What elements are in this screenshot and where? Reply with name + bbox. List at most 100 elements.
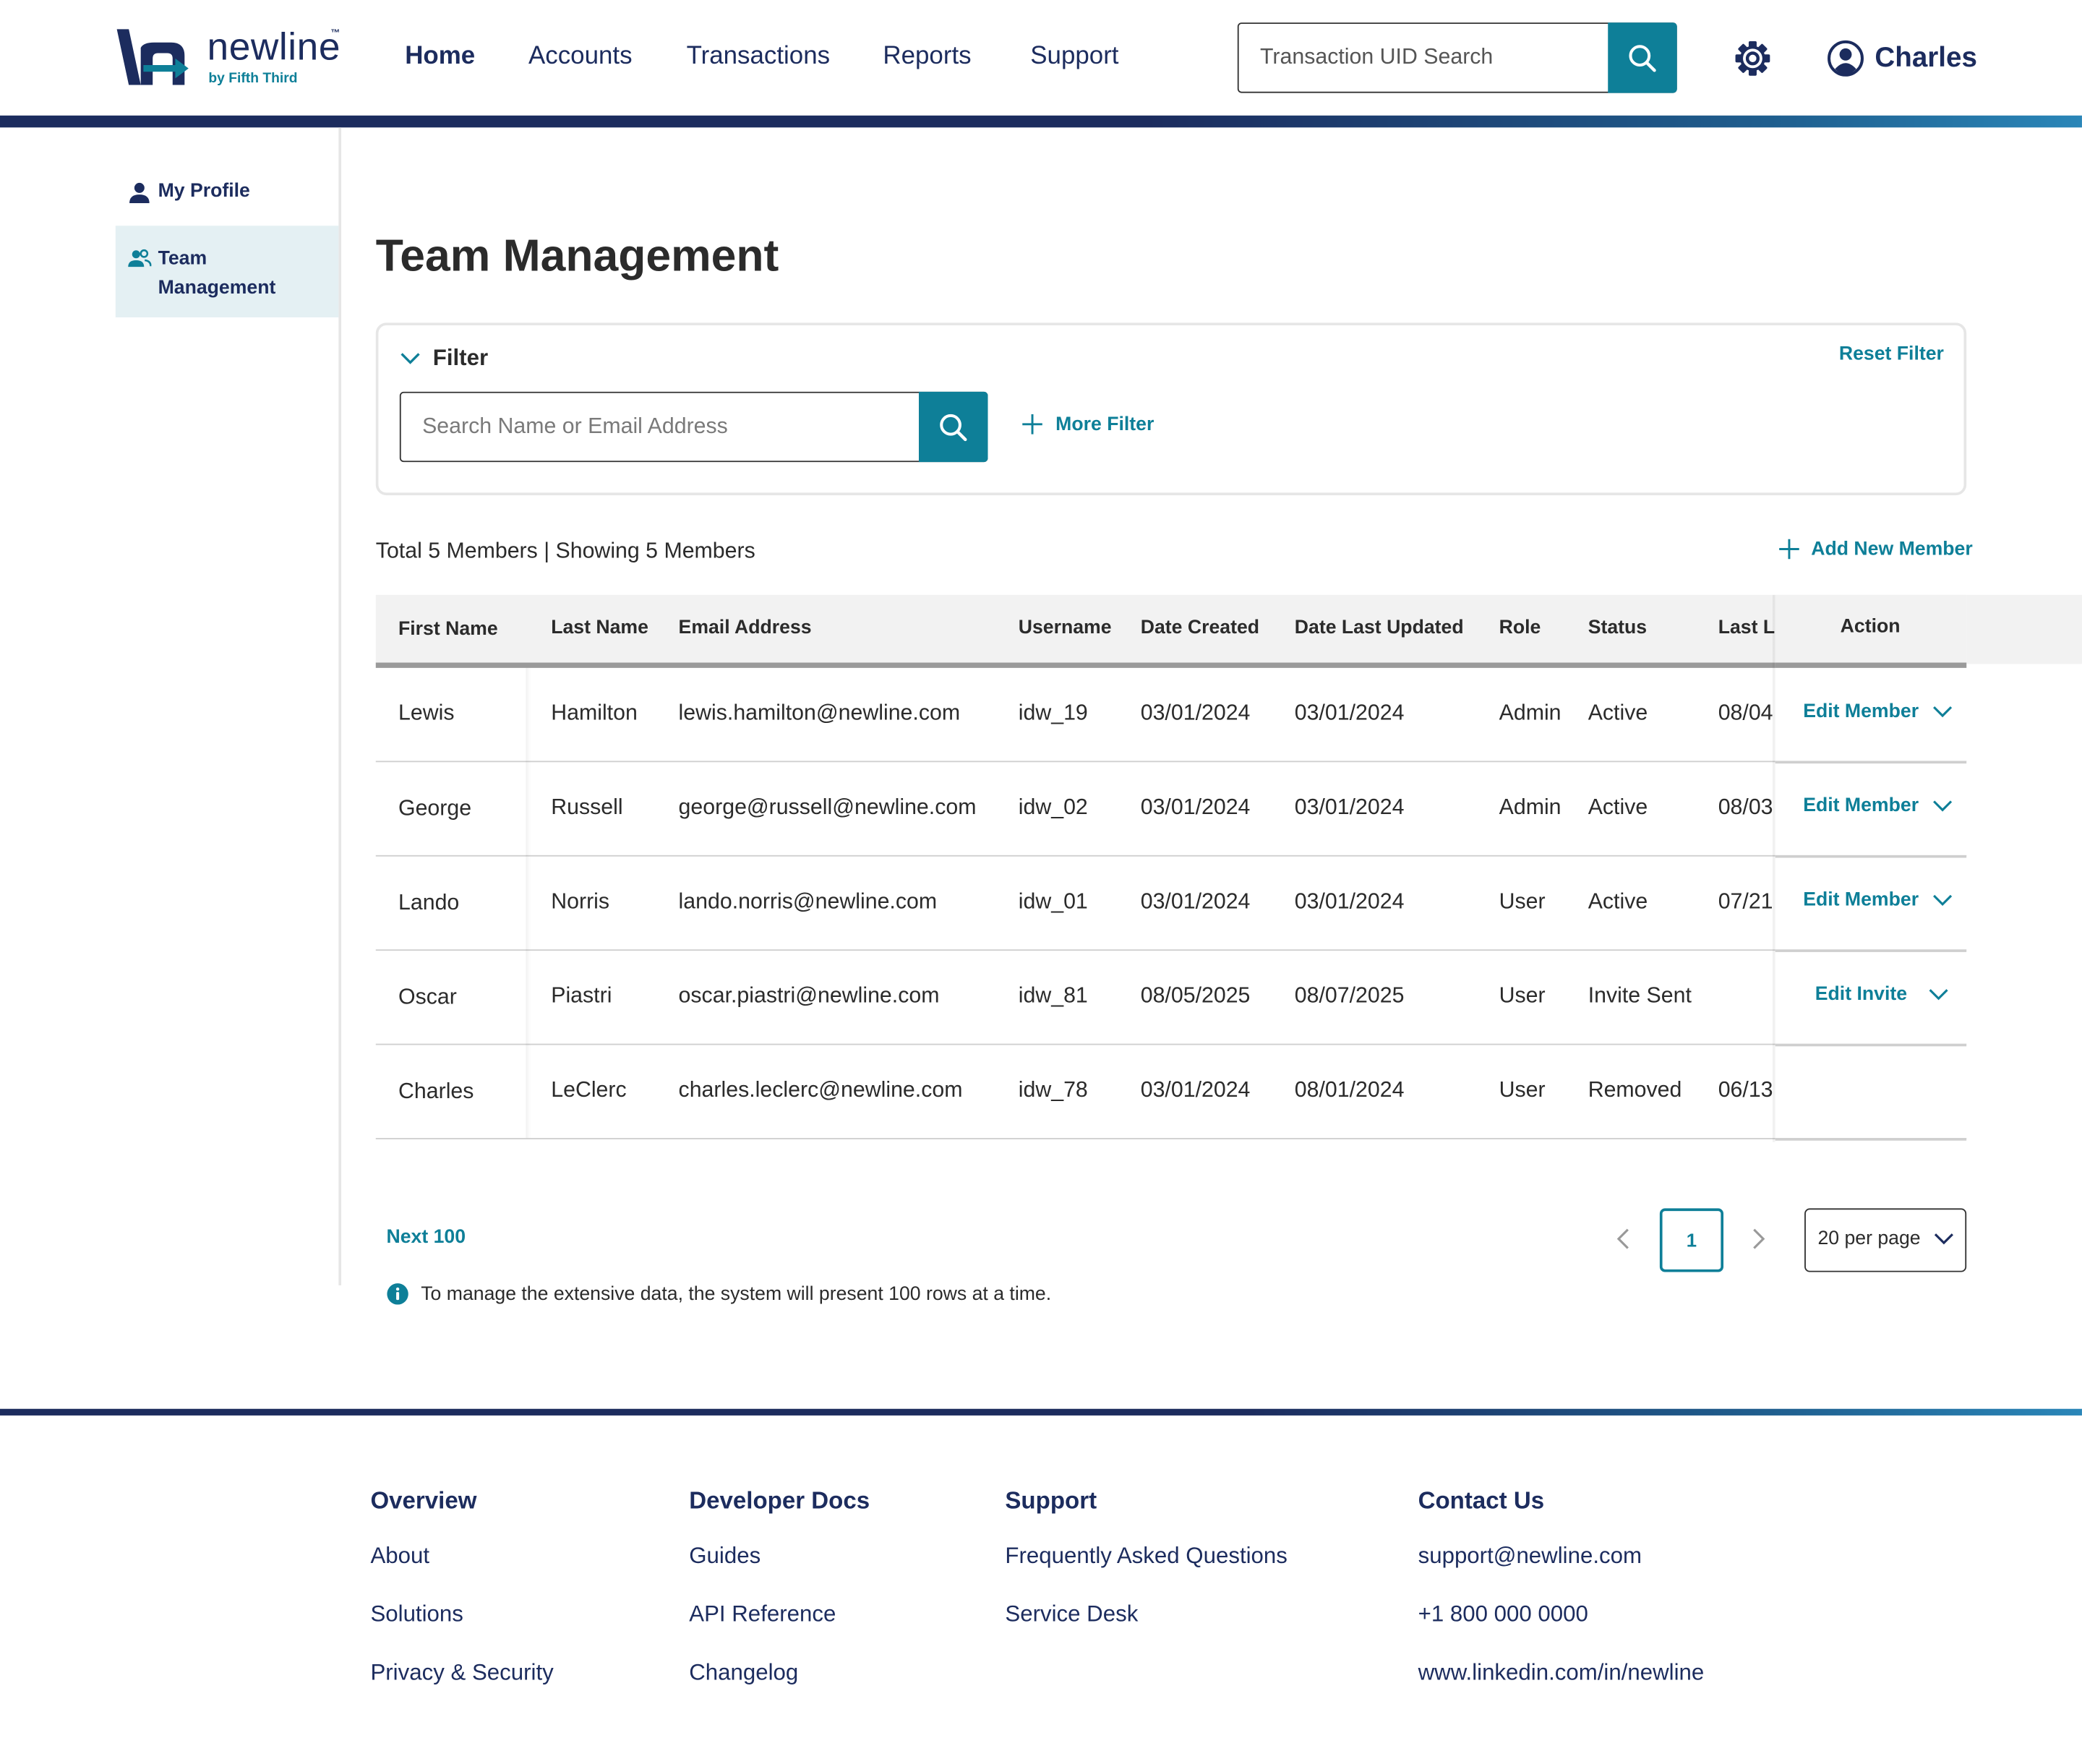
nav-home[interactable]: Home [405,42,476,71]
cell-role: User [1499,889,1546,914]
chevron-left-icon[interactable] [1609,1224,1638,1253]
footer-link-solutions[interactable]: Solutions [370,1601,463,1627]
edit-member-button[interactable]: Edit Member [1803,795,1953,817]
edit-member-label: Edit Member [1803,701,1919,723]
name-email-search-button[interactable] [918,391,988,463]
chevron-right-icon[interactable] [1744,1224,1773,1253]
footer-link-api-reference[interactable]: API Reference [689,1601,836,1627]
footer-link-about[interactable]: About [370,1543,430,1569]
cell-last-login: 06/13 [1718,1078,1773,1102]
transaction-uid-search-button[interactable] [1608,22,1677,93]
sidebar-item-label: My Profile [158,180,250,202]
table-header-rule [375,662,1967,668]
edit-member-button[interactable]: Edit Member [1803,890,1953,911]
cell-last-name: Russell [551,795,623,820]
column-header-date-last-updated[interactable]: Date Last Updated [1294,617,1464,639]
action-header-bg [1775,594,1967,664]
sidebar-item-my-profile[interactable]: My Profile [116,181,339,210]
user-menu[interactable]: Charles [1827,38,1977,78]
footer-link-privacy-security[interactable]: Privacy & Security [370,1659,554,1685]
footer-accent-bar [0,1408,2082,1416]
column-header-email[interactable]: Email Address [678,617,812,639]
footer-heading: Developer Docs [689,1487,870,1514]
table-row: Lewis Hamilton lewis.hamilton@newline.co… [375,668,1967,763]
chevron-down-icon [1929,989,1949,1001]
name-email-search-input[interactable] [422,408,901,444]
footer-link-phone[interactable]: +1 800 000 0000 [1418,1601,1588,1627]
cell-last-name: LeClerc [551,1078,627,1102]
nav-reports[interactable]: Reports [883,42,972,71]
footer-link-service-desk[interactable]: Service Desk [1005,1601,1139,1627]
nav-accounts[interactable]: Accounts [528,42,633,71]
cell-last-name: Piastri [551,983,612,1009]
cell-date-created: 08/05/2025 [1140,983,1251,1009]
info-note: To manage the extensive data, the system… [386,1283,1051,1305]
gear-icon[interactable] [1733,38,1773,78]
per-page-value: 20 per page [1817,1228,1921,1250]
cell-role: User [1499,983,1546,1009]
next-100-link[interactable]: Next 100 [386,1227,466,1249]
more-filter-button[interactable]: More Filter [1021,413,1154,435]
sticky-column-shadow [526,667,531,1139]
people-icon [128,249,152,267]
footer-column-developer-docs: Developer Docs Guides API Reference Chan… [689,1487,870,1717]
cell-role: Admin [1499,701,1562,725]
column-header-status[interactable]: Status [1588,617,1648,639]
transaction-uid-search-input[interactable] [1260,40,1593,74]
cell-date-updated: 03/01/2024 [1294,795,1405,820]
chevron-down-icon [1933,800,1953,812]
reset-filter-link[interactable]: Reset Filter [1838,343,1944,366]
cell-last-name: Hamilton [551,701,638,725]
search-icon [1629,44,1656,72]
per-page-select[interactable]: 20 per page [1804,1208,1967,1272]
nav-support[interactable]: Support [1030,42,1119,71]
table-row: Charles LeClerc charles.leclerc@newline.… [375,1045,1967,1139]
column-header-date-created[interactable]: Date Created [1140,617,1260,639]
edit-invite-button[interactable]: Edit Invite [1815,984,1950,1005]
row-divider [1775,1043,1967,1046]
footer-link-faq[interactable]: Frequently Asked Questions [1005,1543,1288,1569]
sidebar-item-team-management[interactable]: Team Management [115,226,339,317]
nav-transactions[interactable]: Transactions [686,42,831,71]
footer-heading: Contact Us [1418,1487,1545,1514]
cell-date-updated: 03/01/2024 [1294,701,1405,725]
cell-username: idw_01 [1018,889,1088,914]
filter-toggle[interactable]: Filter [400,346,488,372]
cell-first-name: George [398,797,472,821]
add-new-member-button[interactable]: Add New Member [1778,538,1973,560]
footer-link-support-email[interactable]: support@newline.com [1418,1543,1642,1569]
footer-heading: Support [1005,1487,1097,1514]
cell-email: george@russell@newline.com [678,795,977,820]
chevron-down-icon [400,353,420,364]
newline-logo[interactable]: newline ™ by Fifth Third [114,24,354,93]
footer-link-changelog[interactable]: Changelog [689,1659,799,1685]
newline-logo-mark [116,29,189,85]
cell-date-updated: 08/01/2024 [1294,1078,1405,1102]
plus-icon [1022,414,1042,434]
chevron-down-icon [1933,706,1953,718]
row-divider [1775,761,1967,763]
column-header-username[interactable]: Username [1018,617,1112,639]
cell-last-name: Norris [551,889,610,914]
cell-status: Active [1588,701,1648,725]
cell-username: idw_78 [1018,1078,1088,1102]
cell-role: Admin [1499,795,1562,820]
column-header-first-name[interactable]: First Name [398,618,498,641]
cell-date-created: 03/01/2024 [1140,1078,1251,1102]
footer-link-linkedin[interactable]: www.linkedin.com/in/newline [1418,1659,1705,1685]
edit-member-button[interactable]: Edit Member [1803,701,1953,722]
column-header-last-name[interactable]: Last Name [551,617,648,639]
cell-username: idw_19 [1018,701,1088,725]
transaction-uid-search [1237,22,1677,93]
footer-link-guides[interactable]: Guides [689,1543,761,1569]
user-circle-icon [1828,40,1864,77]
column-header-last-login[interactable]: Last Lo [1718,617,1787,639]
column-header-role[interactable]: Role [1499,617,1541,639]
chevron-down-icon [1934,1233,1953,1245]
cell-role: User [1499,1078,1546,1102]
row-divider [1775,949,1967,951]
info-icon [387,1283,408,1305]
page-number-current[interactable]: 1 [1659,1208,1724,1272]
logo-trademark: ™ [330,29,340,39]
